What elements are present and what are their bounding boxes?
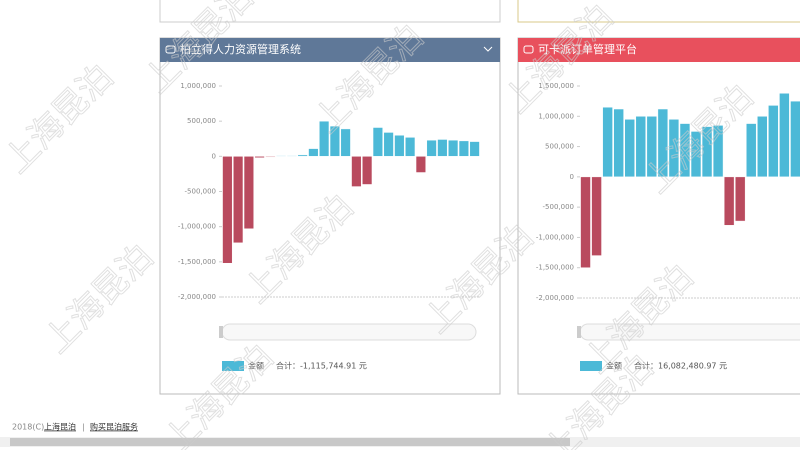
y-tick-label: -500,000: [185, 188, 216, 196]
y-tick-label: -1,000,000: [536, 233, 574, 241]
bar: [351, 156, 362, 187]
zoom-handle[interactable]: [219, 326, 223, 338]
scrollbar-thumb[interactable]: [10, 438, 570, 446]
bar: [701, 126, 713, 178]
collapse-toggle[interactable]: [483, 46, 493, 52]
header-icon: [523, 45, 534, 54]
bar: [679, 123, 691, 178]
bar: [426, 139, 437, 157]
bar: [362, 156, 373, 185]
top-panel: [159, 0, 501, 23]
bar: [448, 139, 459, 157]
bar: [405, 137, 416, 157]
bar: [222, 156, 233, 264]
bar: [383, 132, 394, 157]
bar: [635, 116, 646, 178]
bar: [394, 134, 405, 157]
bar: [734, 176, 746, 222]
bar: [723, 176, 735, 226]
y-tick-label: 1,000,000: [538, 112, 574, 120]
bar: [602, 106, 613, 178]
bar: [319, 120, 330, 157]
bar: [329, 125, 340, 157]
bar: [646, 116, 658, 178]
bar: [265, 156, 276, 158]
bar: [690, 131, 702, 178]
header-icon: [165, 45, 176, 54]
bar: [308, 148, 319, 157]
bar: [779, 93, 790, 178]
y-tick-label: -500,000: [543, 203, 574, 211]
bar: [437, 139, 448, 157]
y-tick-label: 500,000: [187, 117, 216, 125]
bar: [233, 156, 244, 244]
panel: [517, 37, 800, 395]
y-tick-label: 1,500,000: [538, 82, 574, 90]
bar: [668, 119, 680, 178]
y-tick-label: 0: [570, 173, 574, 181]
service-link[interactable]: 购买昆泊服务: [90, 422, 138, 432]
legend-swatch: [580, 361, 602, 371]
panel-header: [160, 38, 500, 62]
company-link[interactable]: 上海昆泊: [44, 422, 76, 432]
legend-label: 金额: [606, 361, 622, 371]
panel-title: 可卡派订单管理平台: [538, 42, 637, 56]
bar: [458, 140, 469, 157]
bar: [580, 176, 591, 268]
y-tick-label: -1,500,000: [536, 264, 574, 272]
bar: [372, 127, 383, 157]
legend-swatch: [222, 361, 244, 371]
bar: [624, 119, 635, 178]
y-tick-label: -2,000,000: [178, 293, 216, 301]
bar: [712, 125, 724, 178]
y-tick-label: 0: [212, 152, 216, 160]
watermark: 上海昆泊: [0, 57, 121, 181]
y-tick-label: 500,000: [545, 143, 574, 151]
bar: [591, 176, 602, 256]
bar: [243, 156, 254, 230]
separator: |: [82, 423, 85, 432]
y-tick-label: -1,500,000: [178, 258, 216, 266]
watermark: 上海昆泊: [37, 237, 161, 361]
plot: [222, 120, 480, 298]
zoom-handle[interactable]: [577, 326, 581, 338]
y-tick-label: -2,000,000: [536, 294, 574, 302]
bar: [286, 155, 297, 157]
legend-label: 金额: [248, 361, 264, 371]
bar: [613, 108, 624, 178]
panel-header: [518, 38, 800, 62]
bar: [340, 128, 351, 157]
copyright: 2018(C): [12, 423, 44, 432]
y-tick-label: -1,000,000: [178, 223, 216, 231]
total-label: 合计：16,082,480.97 元: [634, 361, 727, 371]
total-label: 合计：-1,115,744.91 元: [276, 361, 367, 371]
bar: [746, 123, 757, 178]
bar: [790, 100, 800, 178]
bar: [254, 156, 265, 158]
bar: [657, 108, 669, 178]
top-panel: [517, 0, 800, 23]
bar: [469, 141, 480, 157]
panel-title: 柏立得人力资源管理系统: [180, 42, 301, 56]
bar: [757, 116, 768, 178]
bar: [768, 105, 779, 178]
bar: [276, 155, 287, 157]
bar: [297, 154, 308, 157]
plot: [580, 93, 800, 299]
bar: [415, 156, 426, 173]
y-tick-label: 1,000,000: [180, 82, 216, 90]
